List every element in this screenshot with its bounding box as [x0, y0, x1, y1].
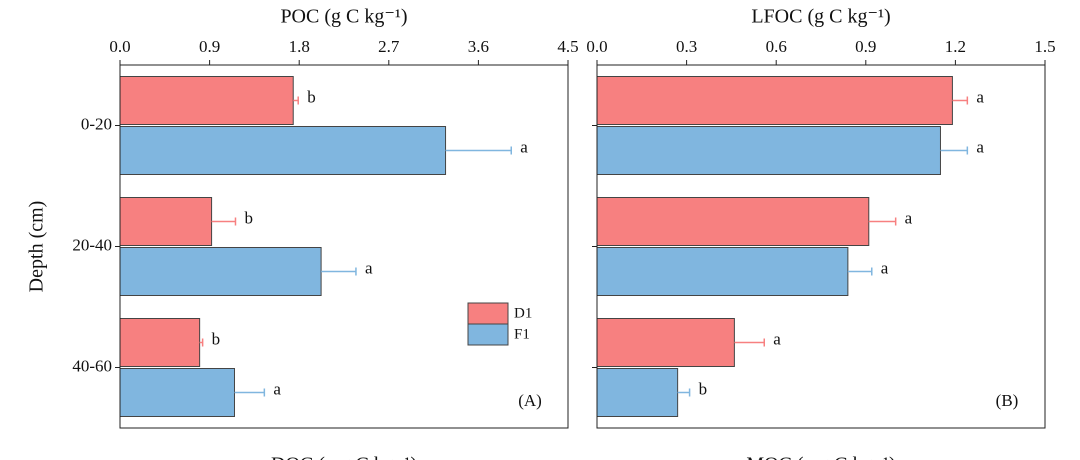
axis-title: LFOC (g C kg⁻¹) [751, 6, 890, 28]
x-tick-label: 3.6 [468, 37, 489, 56]
bar [596, 368, 679, 417]
error-bar [952, 96, 969, 105]
y-tick-label: 0-20 [81, 114, 112, 133]
bar [596, 247, 849, 296]
significance-label: a [273, 379, 281, 398]
bar [119, 76, 294, 125]
significance-label: a [976, 137, 984, 156]
significance-label: b [244, 208, 253, 227]
error-bar [211, 217, 237, 226]
bar [119, 368, 235, 417]
significance-label: b [307, 87, 316, 106]
error-bar [734, 338, 766, 347]
significance-label: a [520, 137, 528, 156]
panel-label: (B) [996, 391, 1019, 410]
error-bar [868, 217, 897, 226]
significance-label: a [365, 258, 373, 277]
error-bar [940, 146, 969, 155]
axis-title: MOC (mg C kg⁻¹) [746, 454, 895, 460]
x-tick-label: 0.0 [109, 37, 130, 56]
error-bar [234, 388, 266, 397]
error-bar [677, 388, 691, 397]
y-axis-title: Depth (cm) [26, 201, 48, 293]
bar [596, 126, 941, 175]
legend-label: D1 [514, 305, 532, 321]
bar [119, 318, 201, 367]
bar [119, 247, 322, 296]
bar [596, 76, 953, 125]
axis-title: DOC (mg C kg⁻¹) [271, 454, 417, 460]
x-tick-label: 2.7 [378, 37, 400, 56]
x-tick-label: 1.8 [289, 37, 310, 56]
bar [596, 318, 735, 367]
legend-label: F1 [514, 326, 530, 342]
legend-swatch [467, 323, 509, 346]
bar [596, 197, 870, 246]
significance-label: b [699, 379, 708, 398]
significance-label: a [773, 329, 781, 348]
x-tick-label: 0.0 [586, 37, 607, 56]
x-tick-label: 0.9 [855, 37, 876, 56]
error-bar [321, 267, 357, 276]
x-tick-label: 4.5 [557, 37, 578, 56]
error-bar [293, 96, 299, 105]
significance-label: a [881, 258, 889, 277]
significance-label: a [976, 87, 984, 106]
y-tick-label: 20-40 [72, 235, 112, 254]
bar [119, 197, 213, 246]
plot-frame [119, 64, 569, 429]
significance-label: b [212, 329, 221, 348]
axis-title: POC (g C kg⁻¹) [280, 6, 407, 28]
significance-label: a [905, 208, 913, 227]
error-bar [445, 146, 513, 155]
error-bar [847, 267, 873, 276]
x-tick-label: 0.6 [766, 37, 787, 56]
bar [119, 126, 447, 175]
x-tick-label: 0.9 [199, 37, 220, 56]
x-tick-label: 1.2 [945, 37, 966, 56]
y-tick-label: 40-60 [72, 356, 112, 375]
plot-frame [596, 64, 1046, 429]
panel-label: (A) [518, 391, 542, 410]
x-tick-label: 0.3 [676, 37, 697, 56]
error-bar [199, 338, 204, 347]
x-tick-label: 1.5 [1034, 37, 1055, 56]
legend-swatch [467, 302, 509, 325]
